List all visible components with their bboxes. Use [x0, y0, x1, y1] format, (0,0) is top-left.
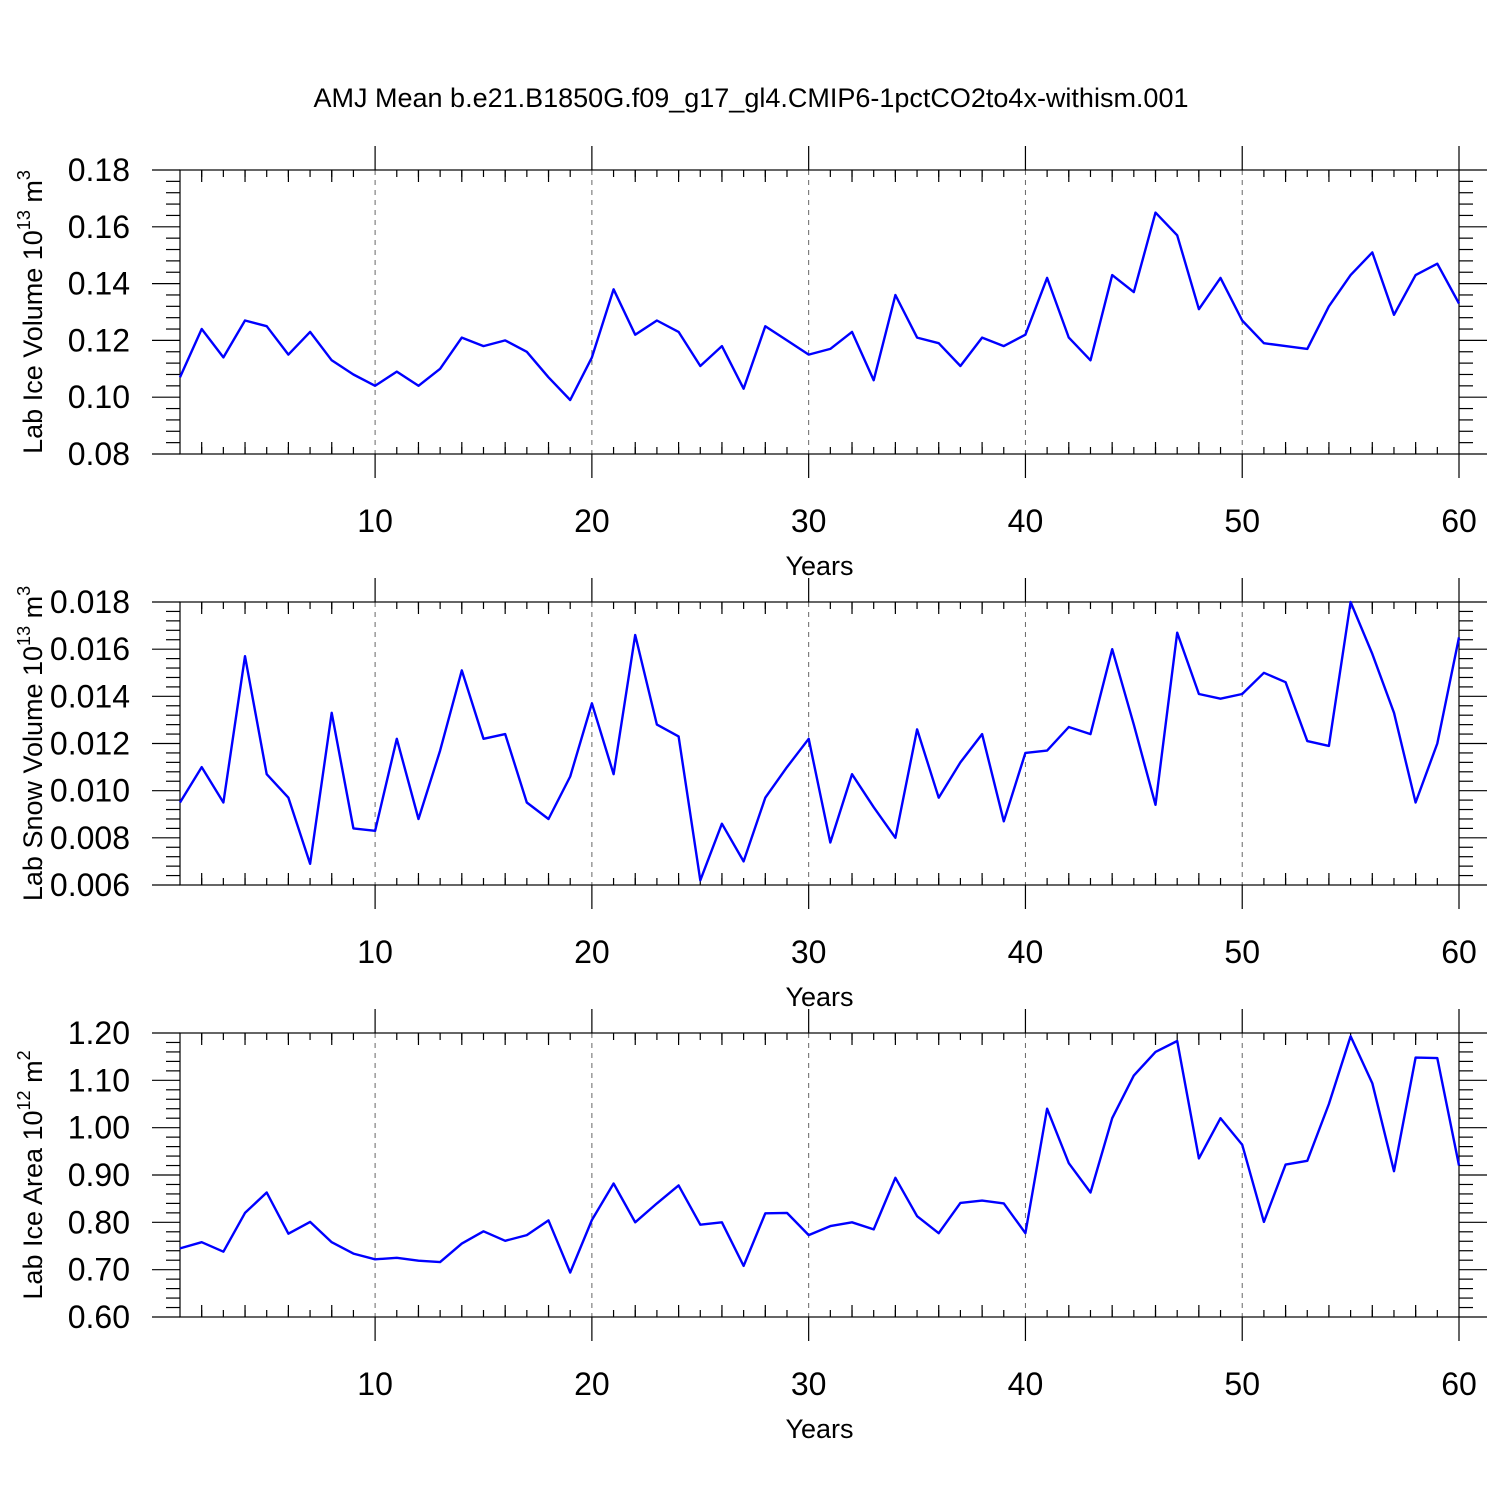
x-tick-label: 50: [1224, 934, 1260, 970]
x-tick-label: 10: [357, 1366, 393, 1402]
y-axis-title: Lab Ice Area 1012 m2: [14, 1050, 48, 1299]
chart-title: AMJ Mean b.e21.B1850G.f09_g17_gl4.CMIP6-…: [314, 83, 1189, 113]
x-axis-title: Years: [785, 982, 853, 1012]
x-tick-label: 40: [1008, 1366, 1044, 1402]
series-line: [178, 600, 1461, 882]
y-tick-label: 0.010: [50, 773, 130, 809]
x-tick-label: 60: [1441, 1366, 1477, 1402]
y-tick-label: 0.10: [68, 379, 130, 415]
y-tick-label: 1.00: [68, 1110, 130, 1146]
plot-frame: [179, 601, 1460, 886]
y-axis-title: Lab Ice Volume 1013 m3: [14, 170, 48, 454]
y-tick-label: 0.90: [68, 1157, 130, 1193]
x-tick-label: 50: [1224, 1366, 1260, 1402]
y-axis-title: Lab Snow Volume 1013 m3: [14, 586, 48, 901]
y-tick-label: 0.14: [68, 266, 130, 302]
x-tick-label: 20: [574, 503, 610, 539]
y-tick-label: 0.80: [68, 1204, 130, 1240]
x-tick-label: 40: [1008, 503, 1044, 539]
y-tick-label: 0.008: [50, 820, 130, 856]
y-tick-label: 0.018: [50, 584, 130, 620]
y-tick-label: 0.12: [68, 322, 130, 358]
chart-panel-1: 10 20 30 40 50 60 0.08 0.10 0.12 0.14 0.16 0.18 Year…: [14, 146, 1487, 581]
x-tick-label: 10: [357, 934, 393, 970]
x-tick-label: 30: [791, 503, 827, 539]
chart-panel-2: 10 20 30 40 50 60 0.006 0.008 0.010 0.012 0.014 0.0…: [14, 578, 1487, 1012]
x-tick-label: 60: [1441, 503, 1477, 539]
chart-panels: 10 20 30 40 50 60 0.08 0.10 0.12 0.14 0.16 0.18 Year…: [14, 146, 1487, 1444]
x-tick-label: 30: [791, 1366, 827, 1402]
x-tick-label: 40: [1008, 934, 1044, 970]
y-tick-label: 0.18: [68, 152, 130, 188]
chart-panel-3: 10 20 30 40 50 60 0.60 0.70 0.80 0.90 1.00 1.10 1.20…: [14, 1009, 1487, 1444]
y-tick-label: 0.014: [50, 678, 130, 714]
x-axis-title: Years: [785, 551, 853, 581]
x-tick-label: 30: [791, 934, 827, 970]
y-tick-label: 0.016: [50, 631, 130, 667]
x-axis-title: Years: [785, 1414, 853, 1444]
x-tick-label: 10: [357, 503, 393, 539]
x-tick-label: 20: [574, 934, 610, 970]
y-tick-label: 1.20: [68, 1015, 130, 1051]
y-tick-label: 1.10: [68, 1062, 130, 1098]
y-tick-label: 0.08: [68, 436, 130, 472]
plot-frame: [179, 169, 1460, 455]
y-tick-label: 0.70: [68, 1252, 130, 1288]
plot-frame: [179, 1032, 1460, 1318]
y-tick-label: 0.16: [68, 209, 130, 245]
series-line: [179, 1035, 1461, 1274]
x-tick-label: 20: [574, 1366, 610, 1402]
x-tick-label: 50: [1224, 503, 1260, 539]
y-tick-label: 0.012: [50, 726, 130, 762]
y-tick-label: 0.60: [68, 1299, 130, 1335]
series-line: [178, 211, 1461, 402]
x-tick-label: 60: [1441, 934, 1477, 970]
y-tick-label: 0.006: [50, 867, 130, 903]
